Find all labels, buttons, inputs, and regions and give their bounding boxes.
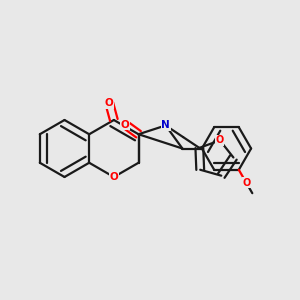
Text: O: O	[121, 120, 130, 130]
Text: N: N	[161, 120, 170, 130]
Text: O: O	[242, 178, 250, 188]
Text: O: O	[110, 172, 118, 182]
Text: O: O	[216, 135, 224, 145]
Text: O: O	[105, 98, 114, 109]
